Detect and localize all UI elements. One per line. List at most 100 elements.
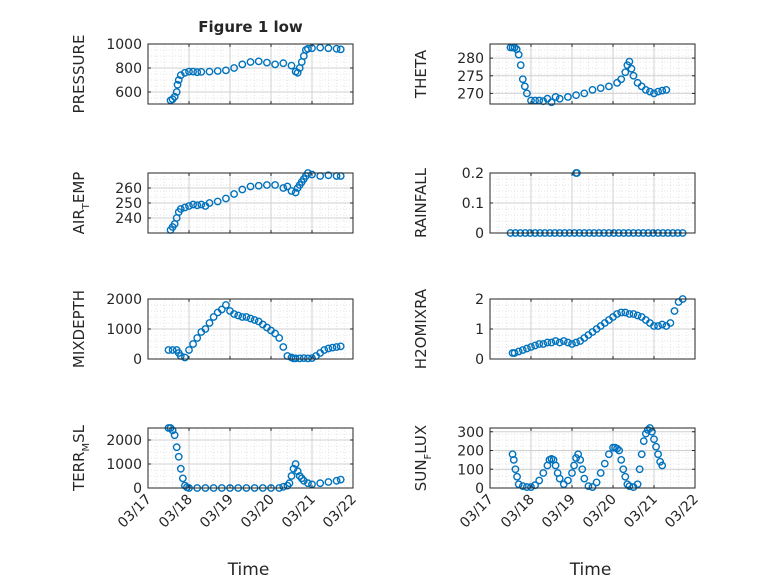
data-point	[535, 476, 544, 485]
y-axis-label-main: MIXDEPTH	[70, 290, 88, 368]
data-point	[173, 80, 182, 89]
data-point	[547, 338, 556, 347]
data-point	[246, 314, 255, 323]
y-tick-label: 100	[457, 462, 484, 478]
panel-h2o-mixing-ratio: 0 1 2 H2OMIXRA	[412, 288, 696, 369]
data-point	[189, 340, 198, 348]
data-point	[576, 455, 585, 464]
y-axis-label-rest: LUX	[412, 425, 430, 454]
data-point	[666, 319, 675, 327]
data-point	[596, 84, 605, 93]
y-tick-label: 600	[115, 85, 142, 101]
data-point	[613, 444, 621, 453]
data-point	[658, 86, 667, 95]
data-point	[287, 61, 296, 70]
data-point	[316, 479, 325, 488]
x-tick-label: 03/20	[580, 492, 620, 532]
data-point	[621, 308, 630, 317]
data-point	[205, 199, 214, 207]
data-point	[625, 57, 634, 66]
y-axis-label-main: SUN	[412, 459, 430, 491]
data-point	[217, 305, 226, 314]
x-tick-label: 03/21	[621, 492, 661, 532]
data-point	[656, 457, 665, 466]
y-axis-label: TERRMSL	[70, 424, 92, 492]
data-point	[621, 68, 630, 77]
data-point	[221, 66, 230, 75]
data-point	[568, 340, 576, 348]
data-point	[324, 44, 333, 53]
data-point	[670, 307, 679, 315]
data-point	[518, 482, 527, 491]
y-tick-label: 270	[457, 86, 484, 102]
data-point	[643, 425, 652, 434]
data-point	[637, 450, 646, 459]
series-points	[164, 301, 345, 363]
data-point	[531, 341, 539, 350]
data-point	[527, 343, 535, 351]
y-axis-label-rest: EMP	[70, 172, 88, 203]
data-point	[168, 346, 177, 354]
major-grid	[147, 173, 354, 233]
data-point	[293, 68, 302, 77]
axes-box	[489, 427, 696, 489]
data-point	[170, 92, 179, 101]
data-point	[320, 346, 329, 354]
axes-box	[147, 427, 354, 489]
data-point	[551, 93, 560, 101]
data-point	[185, 67, 193, 76]
data-point	[205, 319, 214, 327]
data-point	[234, 311, 243, 320]
data-point	[523, 344, 531, 353]
x-tick-label: 03/19	[539, 492, 579, 532]
y-tick-label: 1000	[106, 322, 142, 338]
data-point	[230, 190, 239, 198]
y-tick-label: 280	[457, 51, 484, 67]
data-point	[271, 181, 279, 189]
data-point	[633, 480, 642, 489]
x-tick-label: 03/21	[279, 492, 319, 532]
data-point	[627, 64, 636, 73]
data-point	[291, 354, 300, 363]
data-point	[180, 68, 189, 77]
x-tick-label: 03/22	[662, 492, 702, 532]
data-point	[551, 337, 560, 345]
data-point	[623, 480, 632, 489]
data-point	[230, 64, 239, 72]
data-point	[185, 202, 193, 210]
data-point	[189, 200, 198, 209]
data-point	[271, 60, 279, 69]
series-points	[166, 43, 345, 105]
data-point	[619, 465, 628, 474]
data-point	[621, 472, 630, 481]
data-point	[238, 60, 247, 69]
y-tick-label: 0	[475, 226, 484, 242]
data-point	[275, 334, 284, 342]
data-point	[543, 338, 552, 347]
y-tick-label: 2	[475, 292, 484, 308]
y-axis-label-subscript: T	[81, 202, 92, 210]
data-point	[559, 337, 568, 345]
data-point	[324, 344, 333, 353]
data-point	[514, 50, 523, 59]
data-point	[635, 465, 644, 474]
data-point	[629, 71, 638, 80]
y-axis-label: SUNFLUX	[412, 425, 434, 491]
data-point	[180, 353, 189, 362]
data-point	[570, 461, 578, 470]
data-point	[185, 346, 193, 354]
data-point	[564, 476, 572, 485]
data-point	[174, 76, 183, 84]
data-point	[332, 44, 341, 53]
y-tick-label: 300	[457, 425, 484, 441]
data-point	[617, 75, 626, 84]
series-points	[508, 295, 687, 357]
data-point	[527, 483, 535, 491]
data-point	[555, 94, 564, 103]
data-point	[617, 455, 626, 464]
data-point	[176, 464, 185, 473]
data-point	[555, 338, 564, 347]
